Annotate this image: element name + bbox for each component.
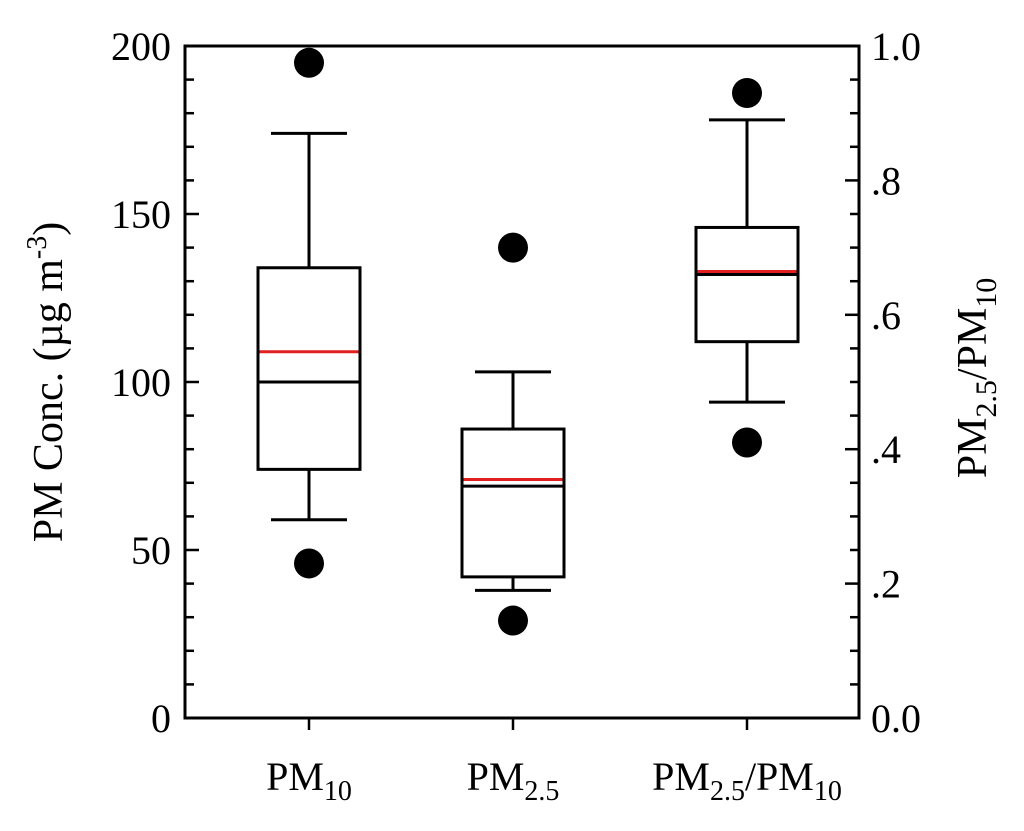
right-tick-label: .4 [871, 427, 901, 472]
category-label: PM2.5/PM10 [652, 754, 842, 807]
box-iqr [460, 427, 566, 579]
category-label-part: 10 [814, 776, 842, 807]
category-labels: PM10 PM2.5 PM2.5/PM10 [266, 718, 842, 807]
left-tick-label: 50 [131, 528, 171, 573]
right-tick-label: .8 [871, 158, 901, 203]
outlier-point [294, 47, 324, 78]
box-group [256, 47, 362, 579]
right-axis-title-part: PM [950, 418, 996, 479]
left-tick-label: 200 [111, 24, 171, 69]
outlier-point [294, 548, 324, 579]
left-axis-title-close: ) [26, 222, 72, 236]
right-tick-label: 1.0 [871, 24, 921, 69]
left-tick-label: 0 [151, 696, 171, 741]
right-axis-title-part: /PM [950, 308, 996, 380]
left-axis-title-sup: -3 [22, 236, 53, 259]
outlier-point [732, 78, 762, 109]
left-axis-title-main: PM Conc. (µg m [26, 259, 72, 543]
right-axis-title: PM2.5/PM10 [950, 278, 1003, 479]
box-iqr [256, 266, 362, 471]
left-tick-label: 150 [111, 192, 171, 237]
category-label-part: PM [652, 754, 710, 799]
box-group [460, 232, 566, 636]
right-tick-label: .2 [871, 562, 901, 607]
category-label-part: PM [266, 754, 324, 799]
right-axis-title-part: 10 [970, 278, 1003, 308]
box-iqr [694, 225, 800, 344]
outlier-point [498, 232, 528, 263]
right-axis: 0.0 .2 .4 .6 .8 1.0 [845, 24, 921, 741]
category-label: PM2.5 [467, 754, 560, 807]
right-tick-label: 0.0 [871, 696, 921, 741]
category-label: PM10 [266, 754, 352, 807]
box-group [694, 78, 800, 458]
category-label-part: 10 [324, 776, 352, 807]
right-tick-label: .6 [871, 293, 901, 338]
category-label-part: 2.5 [710, 776, 745, 807]
category-label-part: 2.5 [524, 776, 559, 807]
outlier-point [732, 427, 762, 458]
boxes [256, 47, 800, 636]
category-label-part: /PM [745, 754, 814, 799]
outlier-point [498, 605, 528, 636]
left-axis: 0 50 100 150 200 [111, 24, 199, 741]
left-tick-label: 100 [111, 360, 171, 405]
category-label-part: PM [467, 754, 525, 799]
left-axis-title: PM Conc. (µg m-3) [22, 222, 72, 543]
right-axis-title-part: 2.5 [970, 380, 1003, 418]
